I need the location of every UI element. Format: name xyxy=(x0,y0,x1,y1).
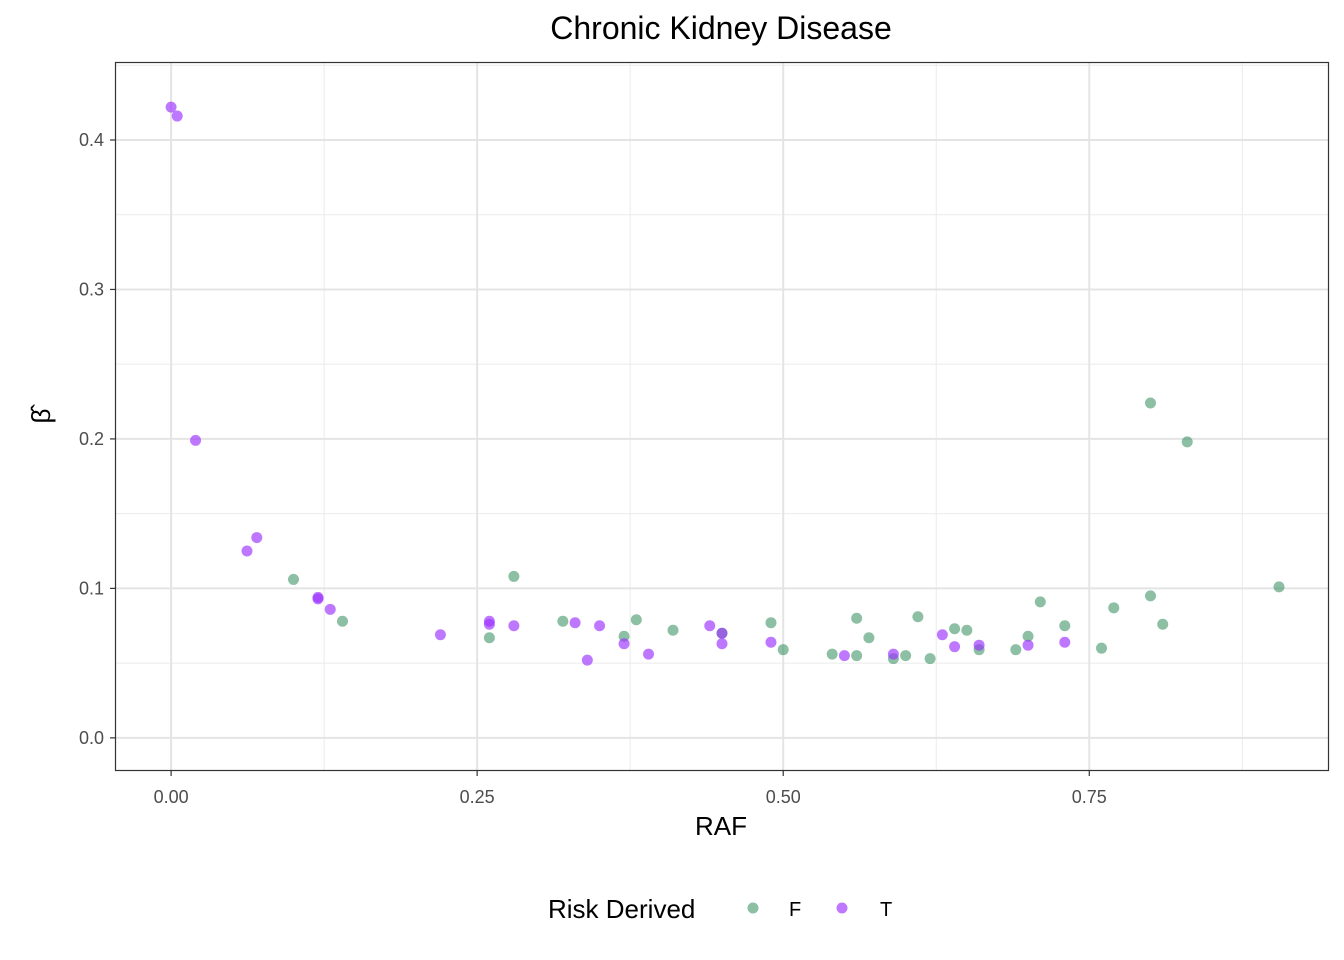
data-point-f xyxy=(1059,620,1071,632)
data-point-t xyxy=(1022,639,1034,651)
data-point-t xyxy=(936,629,948,641)
data-point-t xyxy=(171,110,183,122)
data-point-f xyxy=(924,653,936,665)
y-tick-label: 0.1 xyxy=(79,578,104,598)
data-point-f xyxy=(288,573,300,585)
legend-title: Risk Derived xyxy=(548,894,695,924)
data-point-t xyxy=(1059,636,1071,648)
data-point-t xyxy=(716,627,728,639)
data-point-t xyxy=(508,620,520,632)
legend-key-f xyxy=(747,902,759,914)
plot-panel-border xyxy=(114,61,1330,772)
data-point-f xyxy=(765,617,777,629)
chart-title: Chronic Kidney Disease xyxy=(550,10,892,46)
data-point-f xyxy=(483,632,495,644)
legend-key-t xyxy=(836,902,848,914)
x-tick-label: 0.75 xyxy=(1072,787,1107,807)
major-gridlines xyxy=(116,63,1328,770)
data-point-f xyxy=(336,615,348,627)
data-point-t xyxy=(765,636,777,648)
data-point-f xyxy=(777,644,789,656)
data-point-f xyxy=(949,623,961,635)
data-point-t xyxy=(324,603,336,615)
data-point-t xyxy=(887,648,899,660)
data-point-f xyxy=(1034,596,1046,608)
axis-ticks xyxy=(110,139,1090,776)
data-point-f xyxy=(1273,581,1285,593)
data-point-t xyxy=(241,545,253,557)
data-point-t xyxy=(165,101,177,113)
data-point-f xyxy=(1144,590,1156,602)
legend-label-f: F xyxy=(789,899,801,921)
data-point-t xyxy=(569,617,581,629)
data-point-f xyxy=(1181,436,1193,448)
x-tick-label: 0.00 xyxy=(154,787,189,807)
data-point-t xyxy=(838,650,850,662)
legend-label-t: T xyxy=(880,899,892,921)
data-point-f xyxy=(630,614,642,626)
x-tick-label: 0.50 xyxy=(766,787,801,807)
data-point-t xyxy=(618,638,630,650)
data-point-f xyxy=(863,632,875,644)
y-axis-title: β̂ xyxy=(26,404,56,424)
x-tick-label: 0.25 xyxy=(460,787,495,807)
data-points xyxy=(165,101,1285,666)
data-point-f xyxy=(851,650,863,662)
data-point-t xyxy=(581,654,593,666)
data-point-t xyxy=(312,591,324,603)
data-point-t xyxy=(190,434,202,446)
data-point-f xyxy=(1096,642,1108,654)
data-point-t xyxy=(643,648,655,660)
data-point-f xyxy=(900,650,912,662)
x-axis-title: RAF xyxy=(695,811,747,841)
data-point-f xyxy=(851,612,863,624)
data-point-t xyxy=(483,618,495,630)
data-point-f xyxy=(1010,644,1022,656)
data-point-t xyxy=(949,641,961,653)
y-tick-label: 0.4 xyxy=(79,130,104,150)
y-axis-tick-labels: 0.0 0.1 0.2 0.3 0.4 xyxy=(79,130,104,748)
data-point-f xyxy=(508,570,520,582)
data-point-t xyxy=(716,638,728,650)
data-point-t xyxy=(594,620,606,632)
x-axis-tick-labels: 0.00 0.25 0.50 0.75 xyxy=(154,787,1107,807)
minor-gridlines xyxy=(116,63,1328,770)
data-point-t xyxy=(434,629,446,641)
data-point-f xyxy=(1022,630,1034,642)
data-point-f xyxy=(961,624,973,636)
data-point-f xyxy=(667,624,679,636)
y-tick-label: 0.0 xyxy=(79,728,104,748)
data-point-f xyxy=(826,648,838,660)
data-point-f xyxy=(1144,397,1156,409)
data-point-f xyxy=(1108,602,1120,614)
data-point-t xyxy=(704,620,716,632)
data-point-f xyxy=(1157,618,1169,630)
data-point-f xyxy=(912,611,924,623)
y-tick-label: 0.3 xyxy=(79,279,104,299)
y-tick-label: 0.2 xyxy=(79,429,104,449)
data-point-t xyxy=(251,532,263,544)
data-point-t xyxy=(973,639,985,651)
legend: Risk Derived F T xyxy=(548,894,892,924)
data-point-f xyxy=(557,615,569,627)
